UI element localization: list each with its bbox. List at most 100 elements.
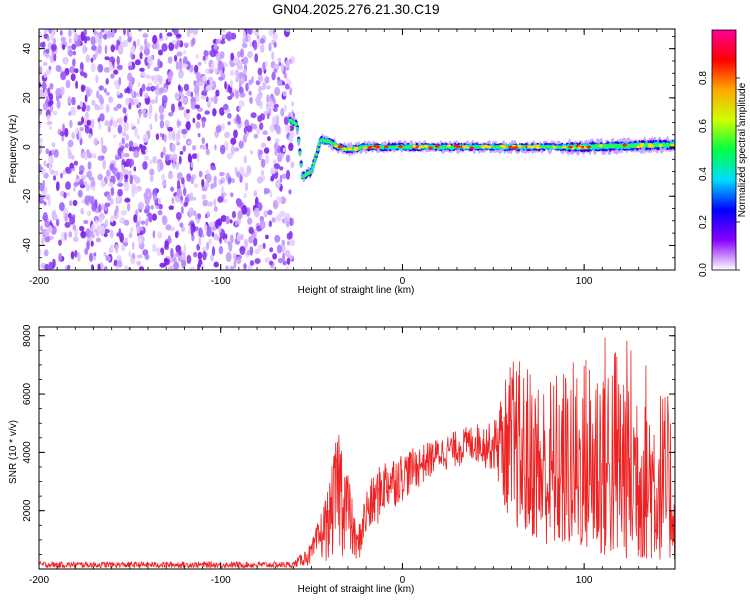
noise-blob xyxy=(39,66,43,74)
noise-blob xyxy=(101,203,104,211)
noise-blob xyxy=(143,112,148,118)
noise-blob xyxy=(131,76,135,85)
noise-blob xyxy=(104,56,110,61)
noise-blob xyxy=(39,144,43,152)
signal-peak xyxy=(552,145,557,149)
noise-blob xyxy=(139,87,143,97)
noise-blob xyxy=(39,184,45,192)
noise-blob xyxy=(237,236,244,241)
signal-cell xyxy=(298,151,302,154)
noise-blob xyxy=(136,225,141,234)
signal-peak xyxy=(342,148,348,151)
noise-blob xyxy=(176,40,181,46)
noise-blob xyxy=(230,192,234,198)
noise-blob xyxy=(167,126,174,132)
noise-blob xyxy=(268,220,272,228)
noise-blob xyxy=(213,233,219,241)
noise-blob xyxy=(125,133,129,141)
noise-blob xyxy=(80,71,85,77)
noise-blob xyxy=(247,217,253,225)
noise-blob xyxy=(73,186,76,192)
noise-blob xyxy=(134,127,139,138)
spectrogram-xtick-label: 100 xyxy=(576,276,593,287)
noise-blob xyxy=(266,112,270,120)
noise-blob xyxy=(197,251,203,260)
noise-blob xyxy=(75,127,79,134)
noise-blob xyxy=(79,126,84,132)
signal-cell xyxy=(309,171,313,174)
noise-blob xyxy=(216,218,223,227)
noise-blob xyxy=(146,42,151,48)
noise-blob xyxy=(45,48,50,54)
noise-blob xyxy=(272,32,278,41)
noise-blob xyxy=(69,200,73,207)
noise-blob xyxy=(278,61,282,67)
noise-blob xyxy=(124,174,129,180)
noise-blob xyxy=(50,33,54,41)
colorbar-ticks: 0.0 0.2 0.4 0.6 0.8 xyxy=(698,71,740,277)
noise-blob xyxy=(263,210,268,218)
noise-blob xyxy=(214,67,218,73)
noise-blob xyxy=(141,83,146,92)
noise-blob xyxy=(39,108,43,116)
noise-blob xyxy=(166,32,173,37)
noise-blob xyxy=(110,29,115,38)
noise-blob xyxy=(81,175,87,181)
noise-blob xyxy=(141,236,145,243)
noise-blob xyxy=(190,162,194,168)
noise-blob xyxy=(48,29,53,35)
noise-blob xyxy=(281,173,288,179)
noise-blob xyxy=(137,234,144,245)
noise-blob xyxy=(268,42,272,52)
noise-blob xyxy=(104,266,108,270)
noise-blob xyxy=(285,154,291,163)
noise-blob xyxy=(233,252,237,260)
signal-peak xyxy=(347,147,352,151)
noise-blob xyxy=(260,142,266,148)
noise-blob xyxy=(152,230,156,239)
noise-blob xyxy=(97,155,104,161)
noise-blob xyxy=(246,130,249,137)
noise-blob xyxy=(43,72,47,79)
noise-blob xyxy=(282,90,287,97)
noise-blob xyxy=(106,193,112,201)
noise-blob xyxy=(202,250,207,261)
noise-blob xyxy=(149,104,153,114)
noise-blob xyxy=(83,219,89,225)
noise-blob xyxy=(47,36,50,42)
noise-blob xyxy=(185,91,191,96)
noise-blob xyxy=(158,75,163,85)
noise-blob xyxy=(155,95,159,105)
noise-blob xyxy=(187,229,191,235)
noise-blob xyxy=(171,197,175,204)
signal-cell xyxy=(297,138,301,142)
noise-blob xyxy=(140,70,146,76)
noise-blob xyxy=(128,146,133,152)
noise-blob xyxy=(148,212,153,223)
noise-blob xyxy=(171,103,175,113)
noise-blob xyxy=(289,87,293,96)
noise-blob xyxy=(233,259,237,269)
noise-blob xyxy=(275,124,281,134)
noise-blob xyxy=(254,258,261,264)
noise-blob xyxy=(77,189,83,198)
noise-blob xyxy=(47,41,52,51)
snr-ytick-label: 4000 xyxy=(22,441,33,464)
noise-blob xyxy=(117,188,123,197)
noise-blob xyxy=(273,68,278,74)
noise-blob xyxy=(207,201,213,207)
colorbar: 0.0 0.2 0.4 0.6 0.8 Normalized spectral ampl… xyxy=(698,29,748,277)
noise-blob xyxy=(202,56,206,61)
spectrogram-xtick-label: -200 xyxy=(29,276,49,287)
noise-blob xyxy=(64,221,71,228)
noise-blob xyxy=(185,109,190,114)
noise-blob xyxy=(230,137,237,145)
noise-blob xyxy=(157,58,161,69)
noise-blob xyxy=(149,175,154,183)
noise-blob xyxy=(241,42,248,49)
noise-blob xyxy=(197,81,204,87)
noise-blob xyxy=(264,154,270,165)
noise-blob xyxy=(103,88,108,94)
noise-blob xyxy=(181,97,188,104)
noise-blob xyxy=(175,134,179,144)
